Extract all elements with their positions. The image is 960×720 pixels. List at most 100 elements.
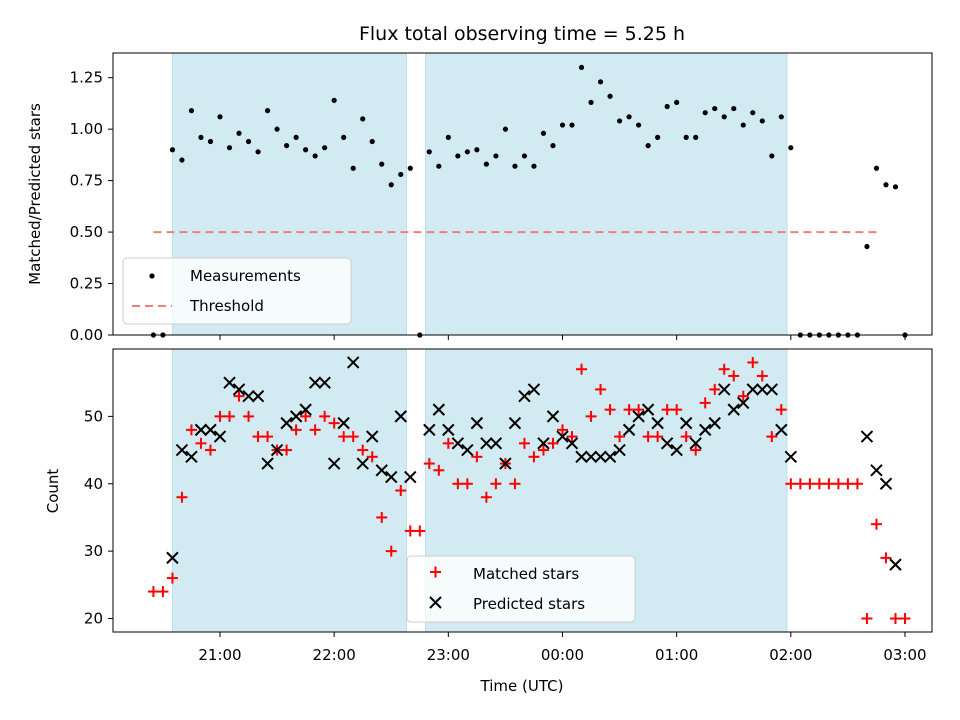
measurement-point [369, 138, 375, 145]
cross-stroke [546, 410, 560, 423]
measurement-point [864, 243, 870, 250]
predicted-stars-point [366, 430, 379, 443]
matched-stars-point [604, 404, 616, 416]
top-legend: Measurements Threshold [122, 257, 352, 325]
measurement-point [283, 143, 290, 149]
matched-stars-point [471, 451, 483, 463]
cross-stroke [746, 383, 759, 396]
cross-stroke [879, 477, 893, 490]
cross-stroke [442, 423, 455, 437]
cross-stroke [775, 423, 788, 437]
top-y-tick-label: 0.50 [70, 223, 103, 241]
measurement-point [398, 171, 404, 178]
cross-stroke [670, 443, 683, 457]
cross-stroke [366, 430, 379, 443]
cross-stroke [537, 437, 550, 450]
matched-stars-point [252, 431, 264, 443]
measurement-point [436, 163, 442, 169]
matched-stars-point [528, 451, 540, 463]
predicted-stars-point [870, 464, 883, 477]
measurement-point [892, 184, 899, 190]
cross-stroke [327, 457, 341, 470]
predicted-stars-point [708, 416, 721, 430]
cross-stroke [575, 450, 588, 464]
cross-stroke [699, 423, 712, 437]
predicted-stars-point [879, 477, 893, 490]
measurement-point [512, 163, 518, 169]
cross-stroke [660, 437, 674, 450]
matched-stars-point [357, 444, 369, 456]
predicted-stars-point [289, 410, 303, 423]
cross-stroke [622, 423, 636, 437]
measurement-point [769, 153, 775, 159]
predicted-stars-point [537, 437, 550, 450]
predicted-stars-point [660, 437, 674, 450]
matched-stars-point [614, 431, 626, 443]
top-y-tick-label: 0.00 [70, 326, 103, 344]
matched-stars-point [671, 404, 683, 416]
matched-stars-point [870, 518, 882, 530]
matched-stars-point [243, 410, 255, 422]
cross-stroke [679, 416, 693, 430]
predicted-stars-point [603, 450, 617, 464]
measurement-point [379, 161, 385, 167]
cross-stroke [584, 450, 598, 464]
predicted-stars-point [480, 437, 493, 450]
measurement-point [255, 149, 261, 155]
measurement-point [388, 182, 394, 188]
top-legend-box [122, 257, 352, 325]
matched-stars-point [557, 424, 568, 436]
predicted-stars-point [784, 450, 798, 464]
measurement-point [464, 149, 470, 155]
matched-stars-point [319, 410, 331, 422]
cross-stroke [213, 430, 227, 443]
matched-stars-point [157, 586, 169, 598]
matched-stars-point [224, 410, 236, 422]
predicted-stars-point [223, 376, 236, 389]
matched-stars-point [461, 478, 473, 490]
cross-stroke [489, 437, 503, 450]
matched-stars-point [709, 383, 721, 395]
matched-stars-point [718, 363, 730, 375]
matched-stars-point [699, 397, 711, 409]
predicted-stars-point [213, 430, 227, 443]
measurement-point [303, 147, 309, 153]
matched-stars-point [680, 431, 692, 443]
predicted-stars-point [451, 437, 465, 450]
matched-stars-point [756, 370, 768, 382]
predicted-stars-point [756, 383, 769, 396]
matched-stars-point [233, 390, 245, 402]
matched-stars-point [338, 431, 350, 443]
matched-stars-point [585, 410, 597, 422]
predicted-stars-point [689, 437, 702, 450]
top-x-ticks [219, 335, 906, 340]
cross-stroke [651, 416, 664, 430]
measurement-point [788, 145, 794, 151]
matched-stars-point [595, 383, 607, 395]
matched-stars-series [147, 356, 911, 625]
bottom-y-tick-label: 30 [84, 542, 103, 560]
measurement-point [274, 126, 280, 132]
measurement-point [636, 122, 642, 128]
measurement-point [740, 122, 746, 128]
measurement-point [683, 134, 689, 140]
measurement-point [341, 134, 347, 140]
matched-stars-point [851, 478, 863, 490]
matched-stars-point [661, 404, 673, 416]
x-axis-label: Time (UTC) [480, 677, 564, 695]
predicted-stars-point [775, 423, 788, 437]
predicted-stars-point [575, 450, 588, 464]
cross-stroke [308, 376, 322, 389]
predicted-stars-point [204, 423, 217, 437]
predicted-stars-point [318, 376, 331, 389]
predicted-stars-point [185, 450, 198, 464]
cross-stroke [394, 410, 407, 423]
matched-stars-point [737, 390, 749, 402]
cross-stroke [765, 383, 779, 396]
predicted-stars-point [404, 470, 417, 484]
measurement-point [616, 118, 623, 124]
cross-stroke [565, 437, 579, 450]
cross-stroke [603, 450, 617, 464]
matched-stars-point [889, 613, 901, 625]
matched-stars-point [442, 437, 454, 449]
